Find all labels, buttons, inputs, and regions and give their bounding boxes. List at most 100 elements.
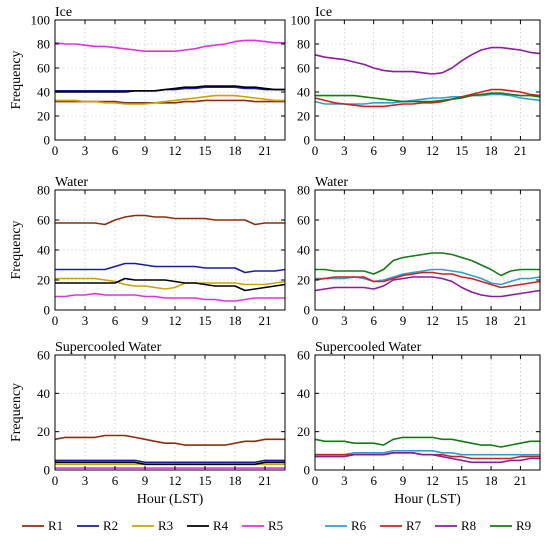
y-tick-label: 40 [297,386,310,401]
x-tick-label: 0 [52,143,59,158]
series-line-R9 [314,436,540,448]
y-tick-label: 60 [297,61,310,76]
y-axis-label: Frequency [9,50,24,109]
axes-frame [314,354,541,471]
axes-frame [54,19,286,141]
x-tick-label: 12 [426,313,439,328]
y-tick-label: 100 [291,13,311,28]
x-tick-label: 15 [455,473,468,488]
x-tick-label: 15 [199,313,212,328]
series-line-R6 [315,449,540,456]
series-line-R6 [314,93,541,105]
y-tick-label: 0 [44,303,51,318]
y-tick-label: 20 [297,109,310,124]
series-line-R5 [54,39,285,53]
y-tick-label: 0 [304,303,311,318]
series-line-R4 [55,277,286,292]
x-tick-label: 9 [142,313,149,328]
x-tick-label: 0 [312,473,319,488]
series-line-R2 [55,459,285,464]
x-tick-label: 18 [485,473,498,488]
x-tick-label: 12 [169,473,182,488]
panel-title: Water [315,175,348,190]
y-tick-label: 40 [37,85,50,100]
y-tick-label: 60 [297,348,310,363]
panel-title: Water [55,175,88,190]
panel-title: Supercooled Water [315,340,422,355]
y-tick-label: 40 [37,386,50,401]
y-tick-label: 60 [37,348,50,363]
y-tick-label: 20 [37,109,50,124]
y-tick-label: 80 [37,183,50,198]
series-line-R9 [315,252,540,277]
panel-title: Ice [315,5,332,20]
x-tick-label: 12 [426,143,439,158]
x-axis-label: Hour (LST) [137,492,204,507]
x-tick-label: 3 [341,473,348,488]
x-tick-label: 21 [514,473,527,488]
y-tick-label: 40 [297,85,310,100]
y-tick-label: 0 [304,133,311,148]
x-tick-label: 12 [169,143,182,158]
chart-panel-6: 0 20 40 60 0 3 6 9 12 15 18 21 Supercooled Water Hour… [297,340,541,507]
x-tick-label: 6 [370,473,377,488]
x-tick-label: 21 [259,473,272,488]
x-tick-label: 21 [514,143,527,158]
series-line-R4 [55,461,285,466]
x-tick-label: 3 [82,313,89,328]
series-line-R3 [55,277,286,290]
x-tick-label: 15 [199,473,212,488]
x-tick-label: 15 [199,143,212,158]
x-tick-label: 21 [259,313,272,328]
series-line-R7 [314,88,541,108]
y-tick-label: 60 [37,213,50,228]
axes-frame [314,19,541,141]
x-tick-label: 6 [370,143,377,158]
series-line-R4 [55,85,285,93]
x-tick-label: 18 [229,143,242,158]
y-tick-label: 20 [297,273,310,288]
x-tick-label: 15 [455,313,468,328]
legend-label-R2: R2 [103,518,118,533]
y-tick-label: 60 [37,61,50,76]
legend-label-R6: R6 [351,518,367,533]
series-line-R7 [314,271,541,289]
chart-panel-2: 0 20 40 60 80 100 0 3 6 9 12 15 18 21 Ice [291,5,541,158]
x-tick-label: 3 [82,473,89,488]
y-axis-label: Frequency [9,220,24,279]
x-tick-label: 9 [400,143,407,158]
x-tick-label: 6 [112,473,119,488]
series-line-R1 [55,214,285,226]
series-line-R8 [315,451,540,464]
y-tick-label: 0 [304,463,311,478]
y-tick-label: 40 [297,243,310,258]
legend-label-R3: R3 [158,518,173,533]
y-tick-label: 20 [297,424,310,439]
legend-label-R4: R4 [213,518,229,533]
legend-label-R8: R8 [461,518,476,533]
x-tick-label: 12 [169,313,182,328]
chart-panel-1: 0 20 40 60 80 100 0 3 6 9 12 15 18 21 Ice Frequency [9,5,286,158]
legend-label-R1: R1 [48,518,63,533]
x-tick-label: 0 [312,143,319,158]
y-tick-label: 80 [37,37,50,52]
x-tick-label: 6 [370,313,377,328]
x-tick-label: 18 [485,143,498,158]
chart-panel-3: 0 20 40 60 80 0 3 6 9 12 15 18 21 Water Frequency [9,175,286,328]
x-tick-label: 6 [112,313,119,328]
series-line-R5 [55,292,285,302]
x-tick-label: 18 [485,313,498,328]
x-tick-label: 0 [312,313,319,328]
x-tick-label: 18 [229,313,242,328]
y-tick-label: 80 [297,37,310,52]
y-axis-label: Frequency [9,383,24,442]
legend-label-R9: R9 [516,518,531,533]
panel-title: Ice [55,5,72,20]
x-tick-label: 9 [400,473,407,488]
x-tick-label: 0 [52,313,59,328]
legend: R1 R2 R3 R4 R5 R6 R7 R8 R9 [22,518,531,533]
y-tick-label: 100 [31,13,51,28]
x-tick-label: 3 [82,143,89,158]
x-tick-label: 18 [229,473,242,488]
